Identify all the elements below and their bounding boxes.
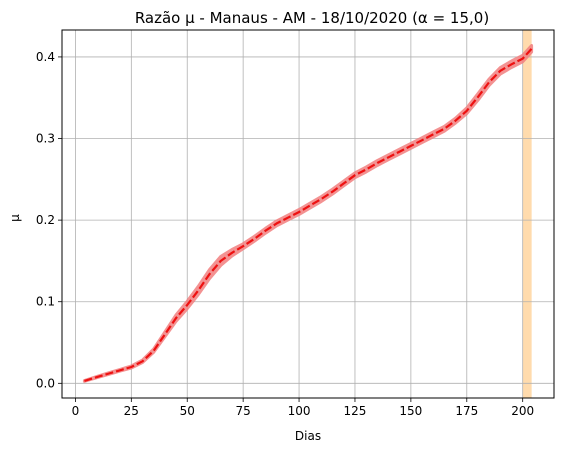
series-line (84, 48, 533, 382)
x-tick-label: 100 (288, 404, 311, 418)
x-axis-label: Dias (295, 429, 321, 443)
x-tick-label: 175 (455, 404, 478, 418)
x-tick-label: 25 (124, 404, 139, 418)
series-line-layer (84, 48, 533, 382)
y-axis-label: μ (8, 214, 22, 222)
y-tick-label: 0.1 (36, 295, 55, 309)
plot-background (62, 30, 554, 398)
plot-area (62, 30, 554, 398)
y-tick-label: 0.4 (36, 50, 55, 64)
shaded-region (522, 30, 532, 398)
y-tick-label: 0.2 (36, 213, 55, 227)
confidence-band-layer (82, 44, 534, 383)
chart-title: Razão μ - Manaus - AM - 18/10/2020 (α = … (135, 9, 489, 27)
axes-spines (61, 29, 555, 399)
x-tick-label: 75 (236, 404, 251, 418)
y-tick-label: 0.0 (36, 376, 55, 390)
x-tick-label: 200 (511, 404, 534, 418)
y-tick-label: 0.3 (36, 132, 55, 146)
x-tick-label: 0 (72, 404, 80, 418)
x-tick-label: 125 (344, 404, 367, 418)
series-band (82, 44, 534, 383)
x-tick-label: 150 (399, 404, 422, 418)
x-tick-label: 50 (180, 404, 195, 418)
ticks-layer: 0 25 50 75 100 125 150 175 200 0.0 0.1 0.2 0.3 0.4 (36, 50, 534, 418)
axes-frame (61, 29, 555, 399)
shaded-region-layer (522, 30, 532, 398)
